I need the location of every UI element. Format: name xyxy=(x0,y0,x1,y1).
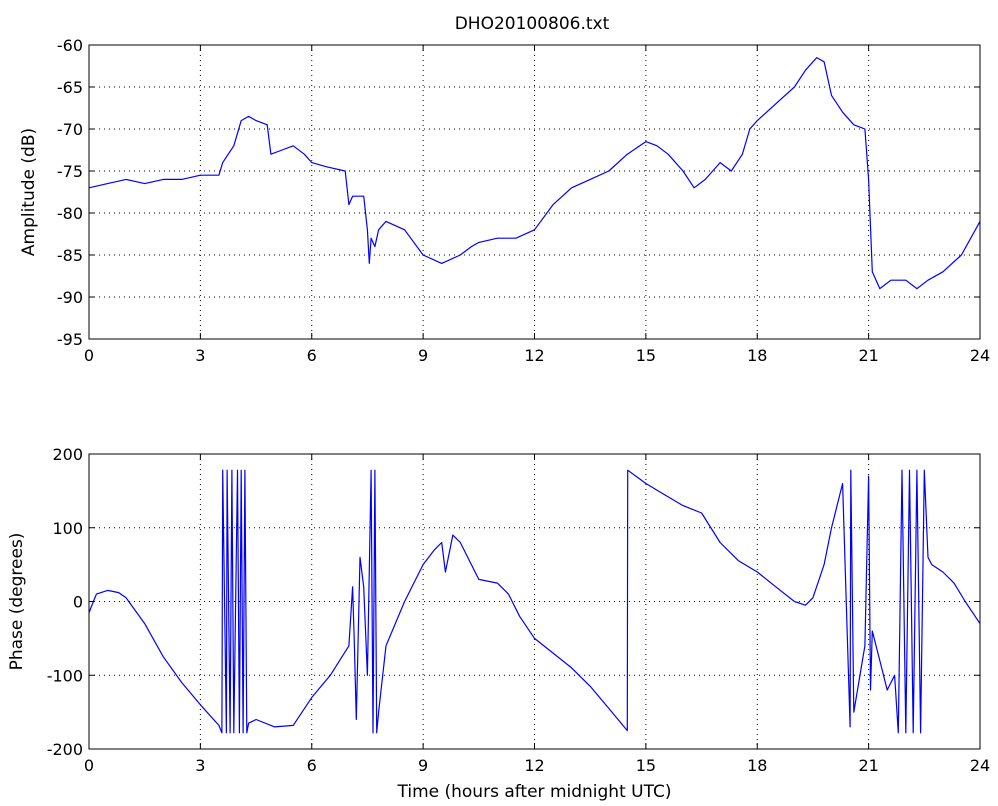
phase-ytick-label-0: -200 xyxy=(47,740,83,759)
phase-xlabel: Time (hours after midnight UTC) xyxy=(396,782,671,802)
amplitude-xtick-label-1: 3 xyxy=(195,346,205,365)
phase-xtick-label-8: 24 xyxy=(970,756,990,775)
phase-plot: 0 3 6 9 12 15 18 21 24 -200 -100 0 100 200 Phase (degr… xyxy=(7,445,990,802)
phase-xtick-label-0: 0 xyxy=(84,756,94,775)
amplitude-xtick-label-6: 18 xyxy=(747,346,767,365)
amplitude-ytick-label-0: -95 xyxy=(57,330,83,349)
amplitude-ytick-label-4: -75 xyxy=(57,162,83,181)
amplitude-axes-frame xyxy=(88,44,981,340)
phase-ylabel: Phase (degrees) xyxy=(7,533,27,671)
amplitude-ytick-label-6: -65 xyxy=(57,78,83,97)
phase-ytick-label-2: 0 xyxy=(73,593,83,612)
amplitude-xtick-label-0: 0 xyxy=(84,346,94,365)
amplitude-xtick-label-4: 12 xyxy=(524,346,544,365)
amplitude-xtick-label-7: 21 xyxy=(858,346,878,365)
phase-xtick-label-7: 21 xyxy=(858,756,878,775)
phase-xtick-label-3: 9 xyxy=(418,756,428,775)
amplitude-xtick-label-8: 24 xyxy=(970,346,990,365)
phase-xtick-label-2: 6 xyxy=(307,756,317,775)
amplitude-ytick-label-2: -85 xyxy=(57,246,83,265)
amplitude-xtick-label-3: 9 xyxy=(418,346,428,365)
phase-ytick-label-1: -100 xyxy=(47,666,83,685)
amplitude-ytick-label-5: -70 xyxy=(57,120,83,139)
amplitude-ytick-label-1: -90 xyxy=(57,288,83,307)
amplitude-ylabel: Amplitude (dB) xyxy=(19,128,39,256)
phase-series-line-0 xyxy=(88,469,981,734)
phase-ytick-label-4: 200 xyxy=(52,445,83,464)
phase-xtick-label-1: 3 xyxy=(195,756,205,775)
phase-xtick-label-6: 18 xyxy=(747,756,767,775)
chart-title: DHO20100806.txt xyxy=(455,14,610,34)
amplitude-xtick-label-2: 6 xyxy=(307,346,317,365)
amplitude-ytick-label-3: -80 xyxy=(57,204,83,223)
phase-xtick-label-5: 15 xyxy=(636,756,656,775)
phase-xtick-label-4: 12 xyxy=(524,756,544,775)
amplitude-plot: 0 3 6 9 12 15 18 21 24 -95 -90 -85 -80 -75 -70 -65 -60 Am… xyxy=(19,36,990,365)
amplitude-xtick-label-5: 15 xyxy=(636,346,656,365)
amplitude-series-line-0 xyxy=(88,56,981,290)
phase-ytick-label-3: 100 xyxy=(52,519,83,538)
amplitude-ytick-label-7: -60 xyxy=(57,36,83,55)
